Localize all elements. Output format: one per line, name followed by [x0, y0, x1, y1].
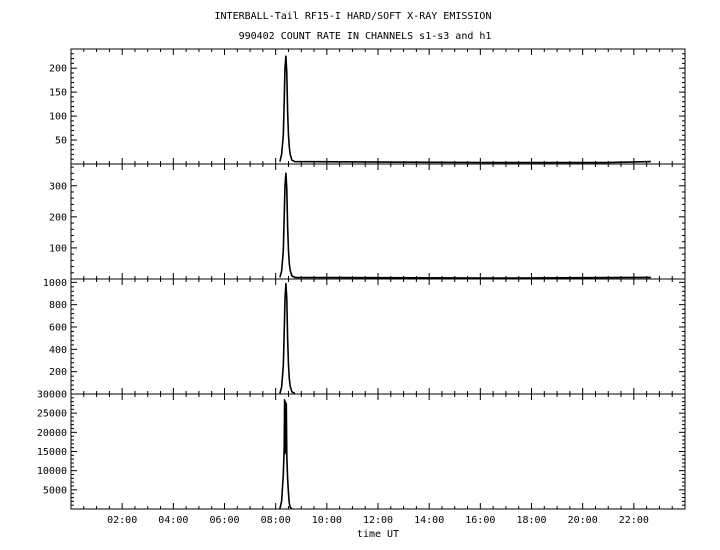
x-tick-label: 16:00: [465, 515, 495, 526]
panel-1-y-tick-label: 150: [49, 88, 67, 99]
panel-3-frame: [70, 278, 686, 395]
panel-2: 100 200 300: [49, 163, 686, 280]
x-tick-label: 18:00: [516, 515, 546, 526]
panel-4-y-tick-label: 15000: [37, 447, 67, 458]
x-axis-label: time UT: [357, 529, 399, 540]
panel-1-frame: [70, 48, 686, 165]
panel-2-y-tick-label: 100: [49, 243, 67, 254]
x-tick-label: 02:00: [107, 515, 137, 526]
panel-2-frame: [70, 163, 686, 280]
x-tick-label: 06:00: [209, 515, 239, 526]
panel-1: 50 100 150 200: [49, 48, 686, 165]
x-tick-label: 14:00: [414, 515, 444, 526]
x-tick-label: 22:00: [619, 515, 649, 526]
plot-panels: 50 100 150 200 100 200 300 200 400 600 800 1000 5000…: [37, 48, 686, 510]
panel-1-y-tick-label: 200: [49, 64, 67, 75]
panel-4-frame: [70, 393, 686, 510]
panel-4-y-tick-label: 30000: [37, 390, 67, 401]
panel-4: 5000 10000 15000 20000 25000 30000: [37, 390, 686, 510]
panel-1-count-rate-line: [279, 55, 651, 164]
x-tick-label: 12:00: [363, 515, 393, 526]
chart-subtitle: 990402 COUNT RATE IN CHANNELS s1-s3 and …: [239, 31, 492, 42]
panel-4-y-tick-label: 20000: [37, 428, 67, 439]
panel-3-y-tick-label: 1000: [43, 278, 67, 289]
panel-4-y-tick-label: 25000: [37, 409, 67, 420]
panel-4-count-rate-line: [279, 398, 293, 510]
panel-3-y-tick-label: 600: [49, 323, 67, 334]
panel-1-y-tick-label: 50: [55, 136, 67, 147]
chart-title: INTERBALL-Tail RF15-I HARD/SOFT X-RAY EM…: [215, 11, 492, 22]
panel-2-y-tick-label: 300: [49, 181, 67, 192]
panel-2-count-rate-line: [279, 172, 651, 279]
x-tick-label: 08:00: [261, 515, 291, 526]
panel-4-y-tick-label: 10000: [37, 466, 67, 477]
panel-3: 200 400 600 800 1000: [43, 278, 686, 395]
panel-3-count-rate-line: [279, 282, 296, 395]
panel-2-y-tick-label: 200: [49, 212, 67, 223]
panel-1-y-tick-label: 100: [49, 112, 67, 123]
panel-3-y-tick-label: 400: [49, 345, 67, 356]
panel-3-y-tick-label: 800: [49, 300, 67, 311]
panel-3-y-tick-label: 200: [49, 367, 67, 378]
x-tick-label: 10:00: [312, 515, 342, 526]
x-tick-label: 04:00: [158, 515, 188, 526]
panel-4-y-tick-label: 5000: [43, 485, 67, 496]
x-tick-labels: 02:00 04:00 06:00 08:00 10:00 12:00 14:00 16:00…: [107, 515, 649, 526]
x-tick-label: 20:00: [568, 515, 598, 526]
